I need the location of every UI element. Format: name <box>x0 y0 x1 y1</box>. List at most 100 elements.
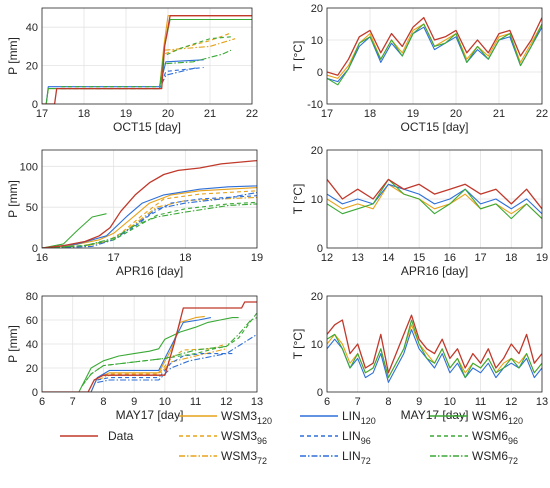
series-line-wsm3-72 <box>97 348 227 381</box>
x-tick-label: 18 <box>179 252 191 264</box>
x-tick-label: 7 <box>70 396 76 408</box>
x-tick-label: 19 <box>536 252 548 264</box>
series-line-wsm6-120 <box>327 23 542 86</box>
x-axis-label: OCT15 [day] <box>400 120 468 134</box>
series-line-wsm6-120 <box>327 178 542 220</box>
x-tick-label: 17 <box>321 108 333 120</box>
x-tick-label: 18 <box>364 108 376 120</box>
x-tick-label: 6 <box>324 396 330 408</box>
series-line-wsm3-120 <box>327 324 542 379</box>
series-line-wsm6-96 <box>81 312 257 387</box>
x-axis-label: OCT15 [day] <box>113 120 181 134</box>
series-line-wsm3-96 <box>60 32 232 88</box>
x-tick-label: 20 <box>450 108 462 120</box>
y-tick-label: 80 <box>26 291 38 303</box>
y-tick-label: 20 <box>26 363 38 375</box>
series-line-wsm6-120 <box>42 18 252 104</box>
y-tick-label: 0 <box>317 243 323 255</box>
y-tick-label: 60 <box>26 315 38 327</box>
legend-label-data: Data <box>108 429 134 443</box>
axes-frame <box>326 7 543 105</box>
x-tick-label: 6 <box>39 396 45 408</box>
series-line-wsm6-72 <box>60 49 232 90</box>
series-line-wsm6-120 <box>327 319 542 379</box>
series-line-data <box>42 159 257 248</box>
x-tick-label: 17 <box>474 252 486 264</box>
y-axis-label: T [°C] <box>291 184 305 215</box>
y-axis-label: P [mm] <box>6 37 20 75</box>
y-axis-label: P [mm] <box>6 180 20 218</box>
series-line-wsm3-120 <box>42 15 252 104</box>
y-tick-label: 0 <box>32 99 38 111</box>
x-tick-label: 11 <box>475 396 486 408</box>
x-tick-label: 19 <box>407 108 419 120</box>
series-line-data <box>327 16 542 76</box>
y-tick-label: 100 <box>20 161 38 173</box>
x-tick-label: 9 <box>416 396 422 408</box>
series-line-data <box>327 314 542 374</box>
series-line-wsm3-72 <box>60 38 236 90</box>
x-tick-label: 22 <box>246 108 258 120</box>
series-line-wsm6-120 <box>42 213 107 248</box>
panel-t_may17: 6 7 8 9 10 11 12 13 0 10 20 MAY17 [day] T [°C] <box>291 291 548 422</box>
legend-label: LIN96 <box>342 429 371 446</box>
x-tick-label: 13 <box>536 396 548 408</box>
series-line-wsm6-96 <box>42 201 257 248</box>
y-tick-label: 10 <box>311 339 323 351</box>
series-line-data <box>42 15 252 104</box>
axes-frame <box>326 295 543 393</box>
series-line-wsm6-72 <box>81 317 257 387</box>
x-tick-label: 21 <box>204 108 216 120</box>
x-axis-label: MAY17 [day] <box>116 408 184 422</box>
panel-p_oct15: 17 18 19 20 21 22 0 20 40 OCT15 [day] P [mm] <box>6 7 258 134</box>
axes-frame <box>41 149 258 249</box>
y-tick-label: 20 <box>311 145 323 157</box>
x-tick-label: 8 <box>100 396 106 408</box>
y-tick-label: 10 <box>311 35 323 47</box>
legend-label: WSM6120 <box>472 409 523 426</box>
series-line-wsm3-120 <box>42 187 257 248</box>
series-line-lin-120 <box>42 59 204 104</box>
legend-label: WSM372 <box>221 449 267 466</box>
series-line-wsm3-120 <box>327 23 542 79</box>
x-tick-label: 7 <box>355 396 361 408</box>
x-tick-label: 18 <box>505 252 517 264</box>
series-line-data <box>327 178 542 210</box>
x-axis-label: APR16 [day] <box>116 264 183 278</box>
y-tick-label: 40 <box>26 22 38 34</box>
series-line-wsm6-120 <box>42 317 239 392</box>
series-line-lin-120 <box>327 183 542 215</box>
axes-frame <box>326 149 543 249</box>
y-tick-label: 0 <box>317 67 323 79</box>
series-line-lin-120 <box>327 329 542 383</box>
axes-frame <box>41 7 253 105</box>
y-axis-label: P [mm] <box>6 325 20 363</box>
x-axis-label: MAY17 [day] <box>401 408 469 422</box>
y-tick-label: 10 <box>311 194 323 206</box>
y-tick-label: 40 <box>26 339 38 351</box>
x-tick-label: 10 <box>444 396 456 408</box>
series-line-lin-72 <box>97 333 257 383</box>
y-tick-label: 0 <box>32 387 38 399</box>
legend-label: LIN120 <box>342 409 376 426</box>
x-tick-label: 12 <box>220 396 232 408</box>
series-line-lin-96 <box>97 353 233 381</box>
axes-frame <box>41 295 258 393</box>
panel-p_may17: 6 7 8 9 10 11 12 13 0 20 40 60 80 MAY17 [day] P [mm] <box>6 291 263 422</box>
legend-label: WSM3120 <box>221 409 272 426</box>
y-tick-label: 20 <box>311 291 323 303</box>
y-tick-label: -10 <box>307 99 323 111</box>
x-tick-label: 17 <box>36 108 48 120</box>
x-tick-label: 22 <box>536 108 548 120</box>
series-line-lin-96 <box>42 195 257 248</box>
x-tick-label: 19 <box>120 108 132 120</box>
x-tick-label: 13 <box>352 252 364 264</box>
x-axis-label: APR16 [day] <box>401 264 468 278</box>
y-tick-label: 0 <box>32 243 38 255</box>
legend-label: WSM696 <box>472 429 518 446</box>
x-tick-label: 18 <box>78 108 90 120</box>
x-tick-label: 13 <box>251 396 263 408</box>
x-tick-label: 16 <box>36 252 48 264</box>
